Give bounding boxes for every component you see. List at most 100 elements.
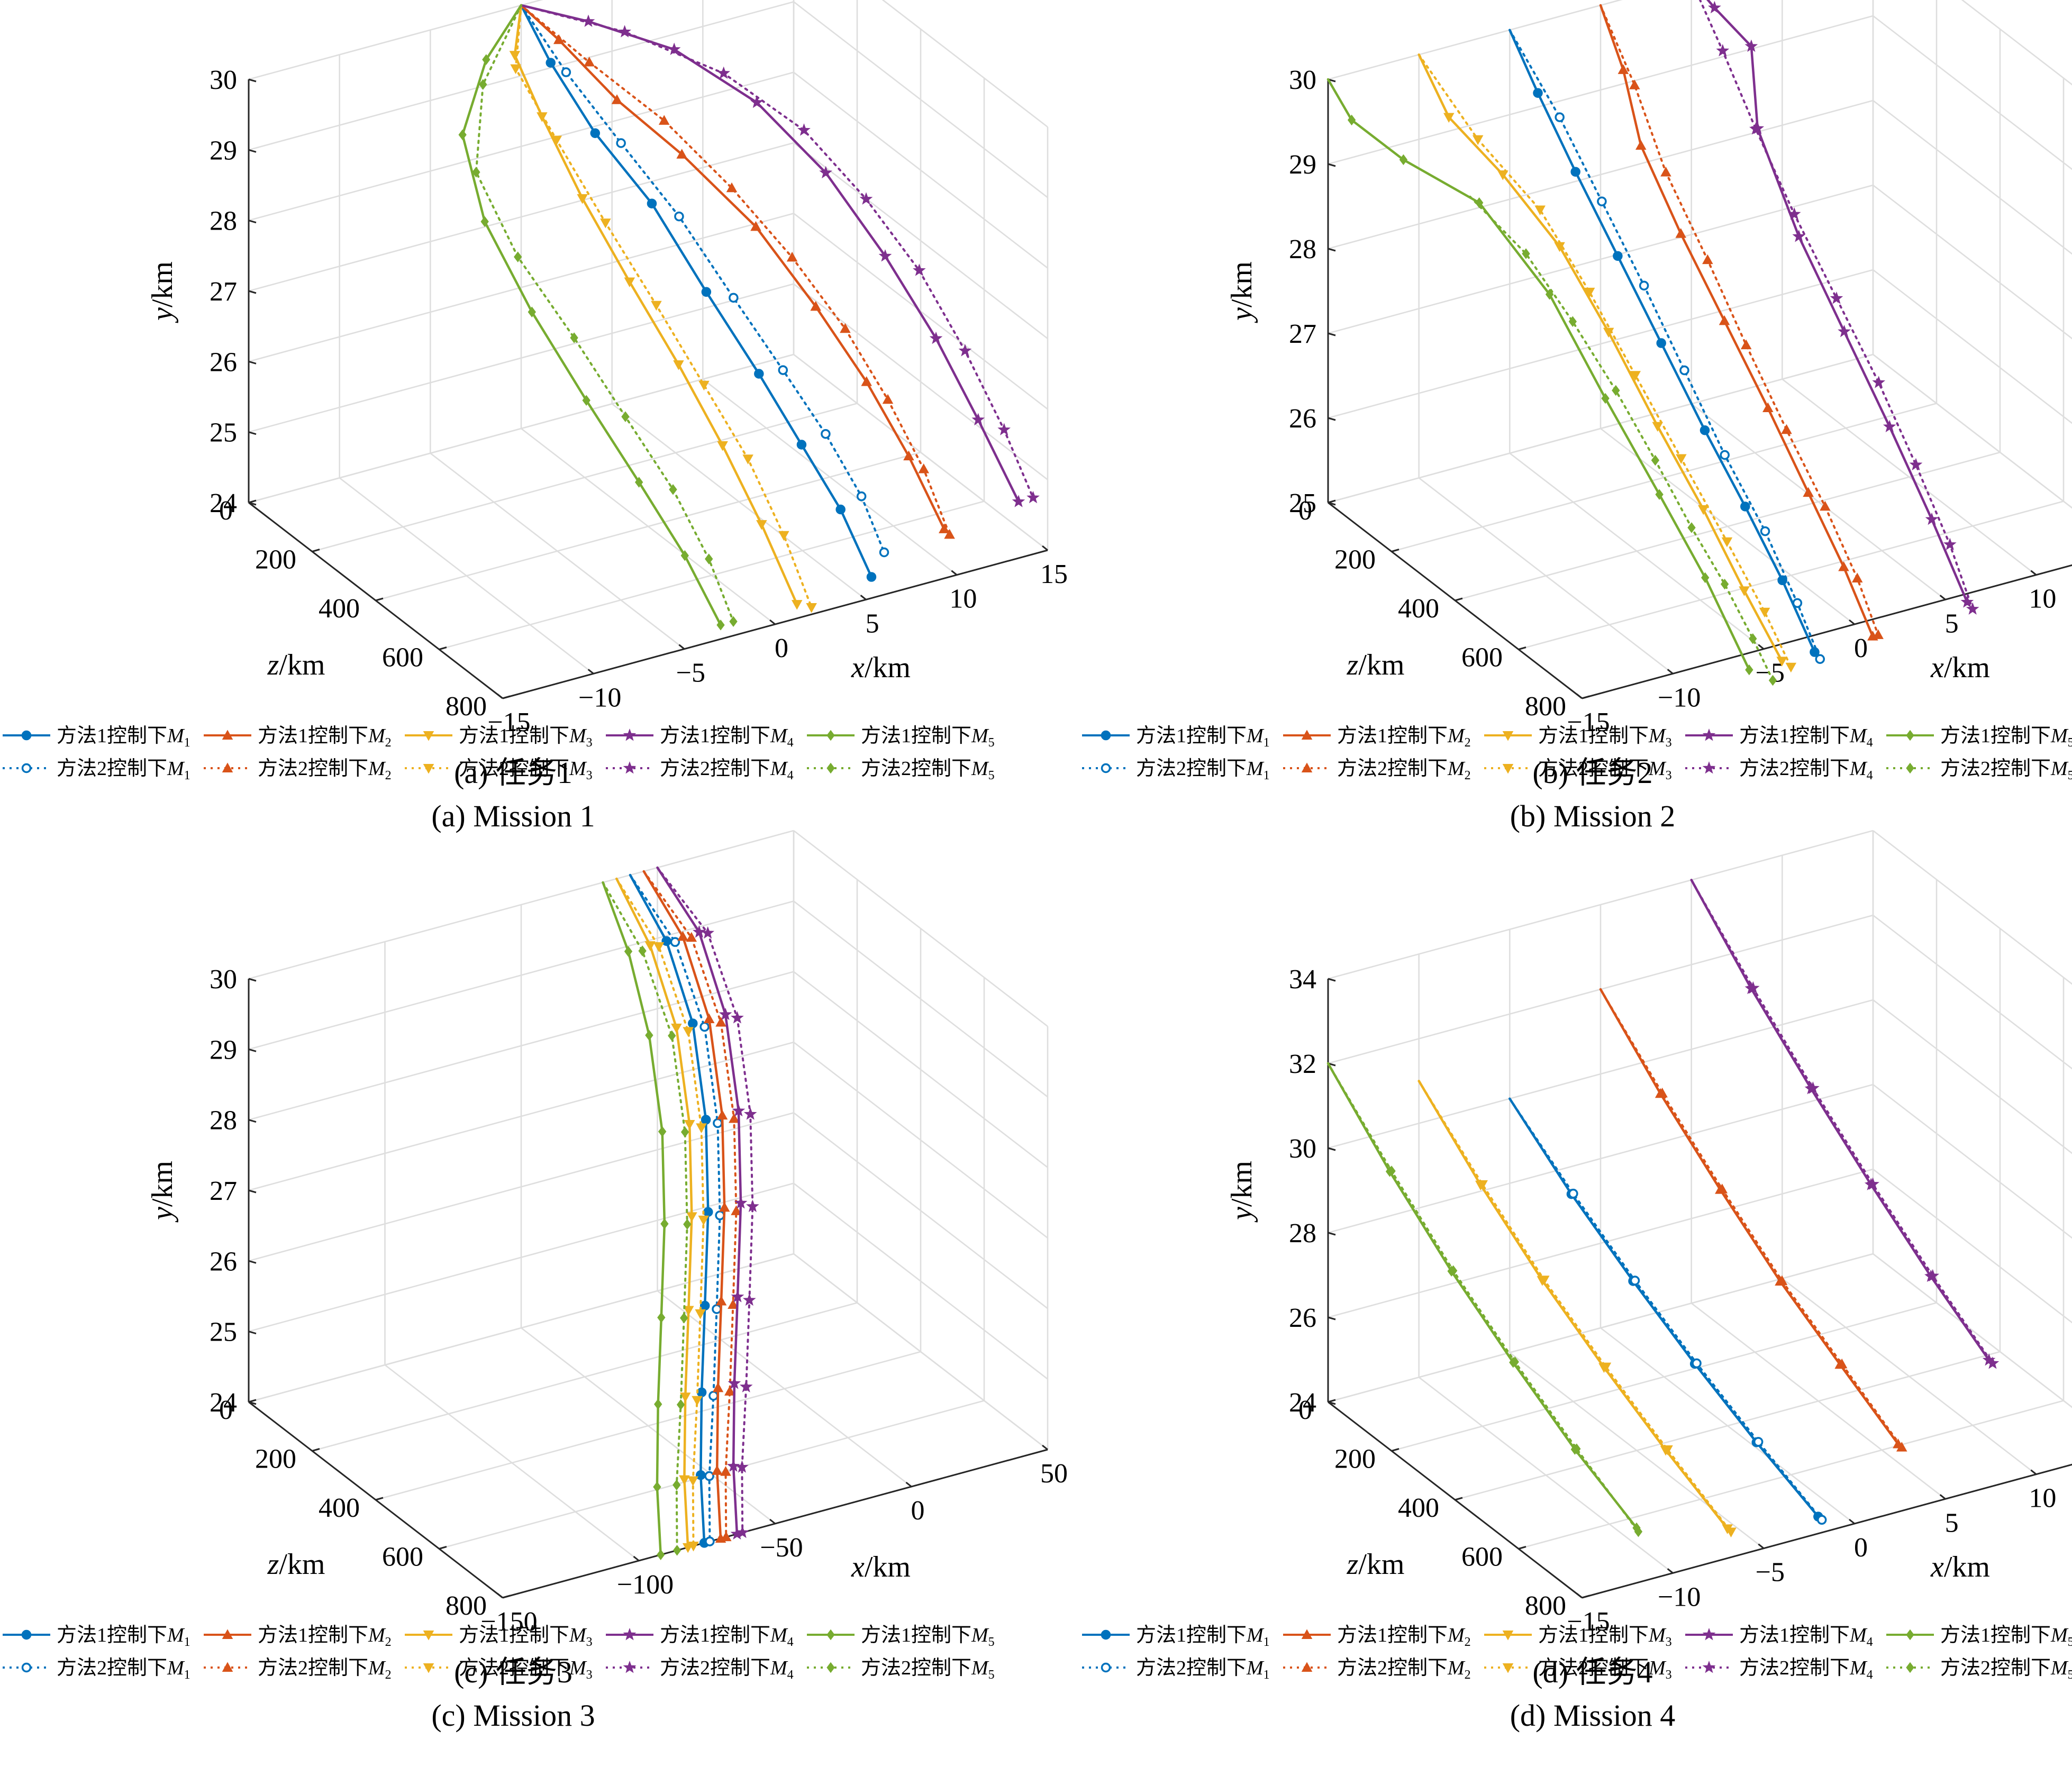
z-tick-mark: [1391, 1448, 1399, 1452]
legend-swatch-marker: [21, 1662, 32, 1673]
data-point-marker: [660, 1218, 669, 1230]
legend-label: 方法1控制下M5: [861, 725, 995, 750]
legend-item: 方法1控制下M1: [3, 725, 190, 750]
legend-item: 方法1控制下M5: [807, 725, 995, 750]
floor-grid-z: [1518, 500, 2064, 650]
data-point-marker: [647, 198, 657, 208]
floor-grid-z: [1518, 1400, 2064, 1550]
legend-swatch-marker: [1906, 1629, 1914, 1641]
legend-swatch-marker: [423, 731, 434, 741]
legend-label: 方法1控制下M5: [1940, 1624, 2072, 1649]
back-wall-grid-y: [1328, 1083, 1874, 1234]
data-point-marker: [1806, 1081, 1820, 1094]
data-point-marker: [458, 129, 467, 141]
series-group: [1326, 879, 2000, 1538]
legend-swatch-marker: [1702, 761, 1716, 774]
data-point-marker: [1768, 675, 1777, 686]
data-point-marker: [1873, 629, 1884, 639]
data-point-marker: [879, 547, 889, 558]
legend: 方法1控制下M1 方法1控制下M2 方法1控制下M3 方法1控制下M4 方法1控制下M5…: [3, 725, 995, 782]
data-point-marker: [882, 394, 894, 404]
data-point-marker: [1776, 1275, 1788, 1286]
y-tick-label: 32: [1289, 1049, 1316, 1079]
series-line: [475, 4, 734, 623]
series-line: [461, 4, 722, 626]
legend-label: 方法2控制下M2: [258, 1657, 392, 1682]
legend-swatch-marker: [1502, 1663, 1514, 1673]
data-point-marker: [1568, 1188, 1578, 1199]
legend-swatch-marker: [826, 730, 835, 741]
z-tick-mark: [1455, 597, 1463, 602]
data-point-marker: [692, 1396, 703, 1406]
side-wall-grid-y: [1961, 0, 2072, 86]
data-point-marker: [742, 1293, 756, 1306]
data-point-marker: [684, 1119, 695, 1130]
legend: 方法1控制下M1 方法1控制下M2 方法1控制下M3 方法1控制下M4 方法1控制下M5…: [3, 1624, 995, 1682]
data-point-marker: [1026, 490, 1040, 504]
data-point-marker: [835, 504, 846, 515]
data-point-marker: [1573, 1443, 1581, 1454]
data-point-marker: [719, 1201, 730, 1212]
floor-grid-z: [1582, 564, 2072, 699]
legend-label: 方法2控制下M3: [1538, 758, 1672, 782]
y-tick-mark: [248, 220, 257, 224]
data-point-marker: [929, 331, 943, 344]
y-tick-mark: [248, 431, 257, 435]
caption-en: (b) Mission 2: [1510, 799, 1676, 833]
legend-label: 方法1控制下M2: [258, 1624, 392, 1649]
series-line: [1508, 29, 1821, 660]
data-point-marker: [1740, 339, 1752, 350]
legend-item: 方法2控制下M4: [606, 1657, 794, 1682]
y-tick-mark: [1328, 978, 1336, 982]
data-point-marker: [582, 395, 590, 406]
x-tick-label: 15: [1040, 559, 1068, 589]
data-point-marker: [1534, 205, 1546, 216]
data-point-marker: [1662, 1445, 1673, 1455]
legend-swatch-marker: [1502, 764, 1514, 774]
data-point-marker: [1708, 1, 1721, 14]
data-point-marker: [658, 115, 670, 125]
legend-label: 方法2控制下M5: [1940, 1657, 2072, 1682]
z-tick-label: 0: [219, 496, 233, 526]
y-tick-label: 27: [210, 1176, 237, 1206]
y-tick-label: 24: [210, 1388, 237, 1418]
y-tick-mark: [248, 1119, 257, 1123]
floor-grid-z: [375, 1351, 921, 1501]
data-point-marker: [701, 1115, 711, 1125]
legend-swatch-marker: [21, 1629, 32, 1640]
legend-label: 方法1控制下M5: [861, 1624, 995, 1649]
data-point-marker: [1749, 633, 1757, 644]
data-point-marker: [621, 411, 630, 422]
floor-grid-z: [1455, 1351, 2001, 1501]
legend-label: 方法1控制下M4: [660, 725, 794, 750]
x-tick-mark: [769, 1518, 776, 1525]
data-point-marker: [728, 1299, 739, 1309]
data-point-marker: [731, 1205, 742, 1215]
x-axis-label: x/km: [1930, 1551, 1990, 1583]
legend-item: 方法1控制下M3: [1484, 1624, 1672, 1649]
side-wall-grid-y: [1873, 914, 2072, 1070]
y-tick-mark: [248, 290, 257, 294]
data-point-marker: [644, 941, 656, 951]
series-line: [1327, 1062, 1640, 1533]
data-point-marker: [695, 1309, 706, 1319]
x-tick-label: 10: [949, 584, 977, 614]
y-tick-label: 24: [210, 488, 237, 518]
series-line: [1690, 879, 1991, 1362]
legend-label: 方法2控制下M4: [1739, 758, 1873, 782]
data-point-marker: [688, 1542, 699, 1552]
series-line: [1508, 1097, 1820, 1518]
data-point-marker: [676, 149, 687, 159]
caption-cn: (c) 任务3: [454, 1655, 572, 1689]
data-point-marker: [1698, 505, 1709, 515]
z-tick-mark: [502, 695, 511, 699]
x-tick-label: −100: [617, 1570, 674, 1600]
data-point-marker: [680, 1126, 689, 1138]
y-tick-mark: [248, 1260, 257, 1264]
data-point-marker: [1639, 280, 1649, 291]
y-axis-label: y/km: [146, 261, 179, 323]
data-point-marker: [686, 932, 697, 942]
legend-swatch-marker: [623, 1660, 637, 1673]
x-tick-mark: [951, 570, 958, 576]
z-axis-label: z/km: [1347, 1548, 1405, 1581]
